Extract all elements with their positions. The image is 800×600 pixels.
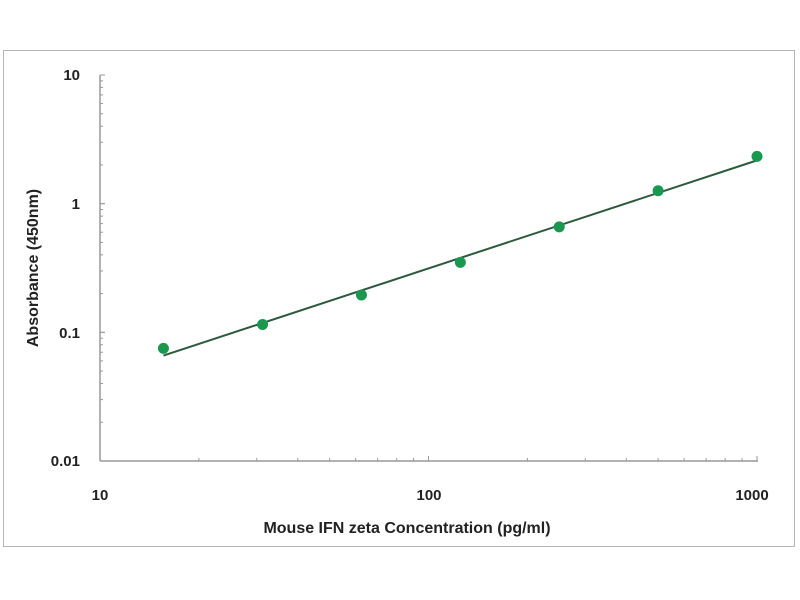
- y-tick-label: 10: [63, 67, 80, 84]
- y-tick-label: 0.01: [51, 453, 80, 470]
- chart-frame: [3, 50, 795, 547]
- data-point: [355, 289, 367, 301]
- x-tick-label: 1000: [735, 487, 768, 504]
- data-point: [751, 150, 763, 162]
- y-tick-label: 1: [72, 196, 80, 213]
- data-point: [553, 221, 565, 233]
- data-point: [157, 342, 169, 354]
- y-tick-label: 0.1: [59, 325, 80, 342]
- data-point: [257, 319, 269, 331]
- data-point: [454, 256, 466, 268]
- data-point: [652, 185, 664, 197]
- x-axis-title: Mouse IFN zeta Concentration (pg/ml): [263, 520, 550, 537]
- series: [157, 150, 763, 357]
- y-axis-title: Absorbance (450nm): [25, 189, 42, 347]
- x-tick-label: 100: [416, 487, 441, 504]
- x-tick-label: 10: [92, 487, 109, 504]
